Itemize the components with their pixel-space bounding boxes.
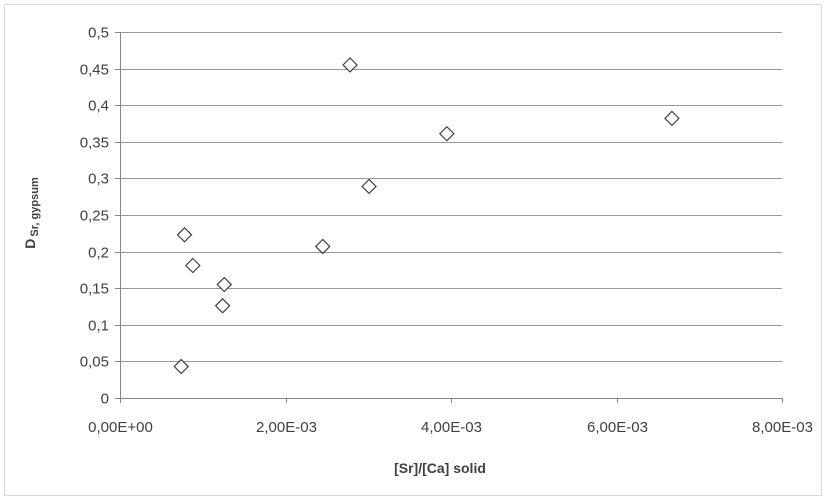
x-tick-label: 4,00E-03	[421, 419, 482, 436]
x-axis-title: [Sr]/[Ca] solid	[394, 460, 486, 476]
chart-area	[4, 4, 822, 496]
y-tick-label: 0,15	[80, 281, 109, 298]
y-tick-label: 0,35	[80, 135, 109, 152]
data-point-0	[173, 358, 190, 375]
x-tick-label: 2,00E-03	[256, 419, 317, 436]
y-tick-label: 0,05	[80, 354, 109, 371]
x-tick-label: 0,00E+00	[88, 419, 153, 436]
y-tick-label: 0,4	[88, 98, 109, 115]
y-axis-title-main: D	[22, 239, 38, 249]
data-point-3	[214, 297, 231, 314]
data-point-7	[361, 178, 377, 195]
data-point-5	[314, 238, 331, 255]
gridlines	[120, 32, 782, 362]
x-axis-tick-labels: 0,00E+00 2,00E-03 4,00E-03 6,00E-03 8,00E-03	[88, 419, 813, 436]
y-tick-label: 0,2	[88, 245, 109, 262]
y-axis-title-subscript: Sr, gypsum	[29, 177, 41, 237]
data-point-8	[439, 125, 455, 142]
x-tick-label: 8,00E-03	[752, 419, 813, 436]
data-point-6	[342, 57, 358, 73]
data-point-1	[176, 226, 193, 243]
data-point-2	[184, 257, 201, 274]
data-point-4	[216, 276, 233, 293]
y-tick-label: 0,25	[80, 208, 109, 225]
y-axis-title: D Sr, gypsum	[22, 177, 41, 249]
x-tick-label: 6,00E-03	[587, 419, 648, 436]
y-tick-label: 0,5	[88, 25, 109, 42]
y-tick-label: 0,1	[88, 318, 109, 335]
axes	[115, 32, 783, 403]
y-tick-label: 0,3	[88, 171, 109, 188]
data-points	[173, 57, 680, 375]
data-point-9	[664, 110, 680, 127]
y-tick-label: 0,45	[80, 62, 109, 79]
y-axis-tick-labels: 0 0,05 0,1 0,15 0,2 0,25 0,3 0,35 0,4 0,45 0,5	[80, 25, 109, 408]
y-tick-label: 0	[101, 391, 109, 408]
